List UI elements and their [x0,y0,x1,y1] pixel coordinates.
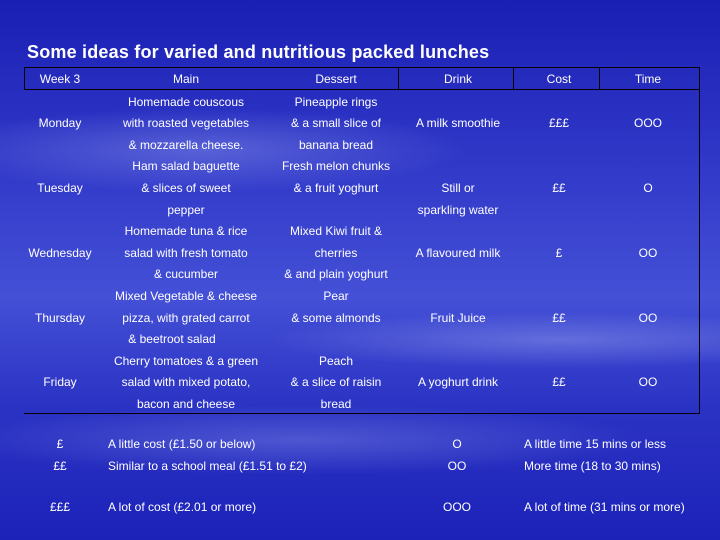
cost-value: £££ [548,116,570,130]
day-label: Monday [38,116,82,130]
drink-value: Still or [441,181,475,195]
dessert-line: cherries [314,246,358,260]
header-cost: Cost [546,72,572,86]
time-value: O [643,181,653,195]
header-divider [24,89,700,90]
header-week: Week 3 [39,72,81,86]
main-line: & slices of sweet [141,181,231,195]
day-label: Friday [43,375,77,389]
dessert-line: Pear [323,289,349,303]
cost-value: £ [555,246,563,260]
time-key-text: More time (18 to 30 mins) [524,459,661,473]
time-key-symbol: OOO [442,500,472,514]
day-label: Thursday [34,311,86,325]
page-title: Some ideas for varied and nutritious pac… [27,42,490,62]
dessert-line: bread [320,397,352,411]
main-line: with roasted vegetables [122,116,250,130]
time-value: OO [638,375,658,389]
main-line: pepper [167,203,205,217]
header-main: Main [172,72,200,86]
header-drink: Drink [443,72,473,86]
lunch-table: Week 3 Main Dessert Drink Cost Time Mond… [24,67,700,414]
drink-value: A milk smoothie [415,116,501,130]
main-line: & cucumber [153,267,219,281]
main-line: pizza, with grated carrot [122,311,250,325]
day-label: Wednesday [28,246,92,260]
drink-value: Fruit Juice [430,311,486,325]
drink-value: A yoghurt drink [417,375,499,389]
table-top-border [24,67,700,68]
main-line: Mixed Vegetable & cheese [114,289,258,303]
cost-value: ££ [552,181,566,195]
cost-key-text: A lot of cost (£2.01 or more) [108,500,257,514]
table-left-border [24,67,25,90]
dessert-line: & some almonds [291,311,381,325]
time-key-text: A little time 15 mins or less [524,437,667,451]
cost-value: ££ [552,375,566,389]
main-line: Ham salad baguette [132,159,240,173]
cost-header-divider [513,67,514,90]
time-value: OOO [633,116,663,130]
dessert-line: & a small slice of [290,116,382,130]
header-time: Time [634,72,662,86]
dessert-line: & a slice of raisin [290,375,382,389]
cost-key-text: A little cost (£1.50 or below) [108,437,256,451]
main-line: bacon and cheese [136,397,236,411]
main-line: salad with fresh tomato [124,246,248,260]
time-key-text: A lot of time (31 mins or more) [524,500,685,514]
drink-header-divider [398,67,399,90]
cost-key-symbol: ££ [53,459,67,473]
header-dessert: Dessert [315,72,357,86]
main-line: Cherry tomatoes & a green [113,354,259,368]
dessert-line: & and plain yoghurt [284,267,388,281]
dessert-line: Mixed Kiwi fruit & [289,224,383,238]
dessert-line: Peach [318,354,354,368]
time-key-symbol: OO [447,459,467,473]
main-line: & mozzarella cheese. [128,138,244,152]
drink-extra-line: sparkling water [417,203,499,217]
dessert-line: Pineapple rings [294,95,378,109]
dessert-line: Fresh melon chunks [281,159,391,173]
dessert-line: banana bread [298,138,374,152]
cost-key-symbol: £ [56,437,64,451]
main-line: & beetroot salad [128,332,216,346]
time-value: OO [638,246,658,260]
main-line: salad with mixed potato, [121,375,251,389]
time-value: OO [638,311,658,325]
time-header-divider [599,67,600,90]
table-right-border [699,67,700,414]
time-key-symbol: O [452,437,462,451]
table-bottom-border [24,413,700,414]
main-line: Homemade tuna & rice [124,224,248,238]
main-line: Homemade couscous [127,95,245,109]
drink-value: A flavoured milk [415,246,501,260]
day-label: Tuesday [37,181,83,195]
cost-key-symbol: £££ [49,500,71,514]
dessert-line: & a fruit yoghurt [293,181,379,195]
cost-value: ££ [552,311,566,325]
cost-key-text: Similar to a school meal (£1.51 to £2) [108,459,307,473]
